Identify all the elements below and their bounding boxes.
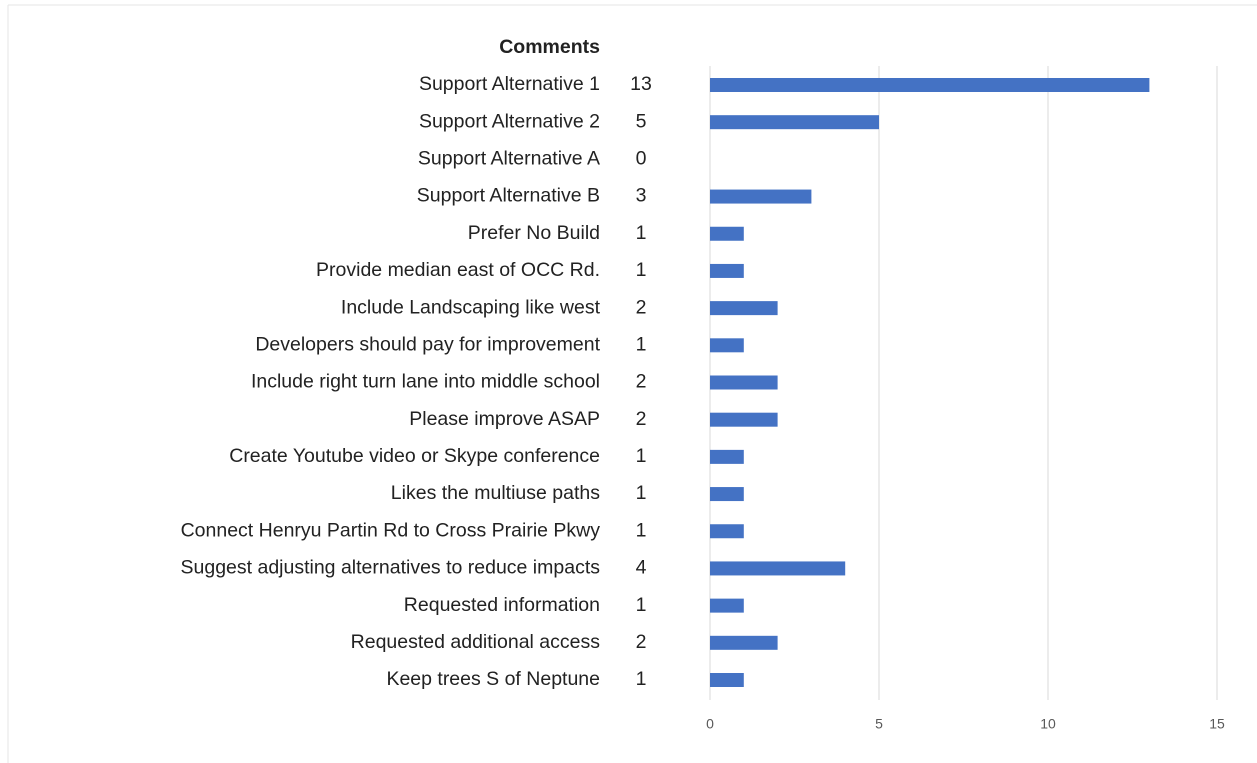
bar <box>710 226 744 241</box>
category-label: Suggest adjusting alternatives to reduce… <box>181 557 601 579</box>
count-label: 1 <box>636 668 647 690</box>
bar <box>710 301 778 316</box>
bar <box>710 189 812 204</box>
bar <box>710 412 778 427</box>
category-label: Likes the multiuse paths <box>391 482 600 504</box>
category-label: Please improve ASAP <box>409 408 600 430</box>
x-tick-label: 5 <box>875 716 883 732</box>
category-label: Support Alternative 1 <box>419 73 600 95</box>
bar <box>710 561 846 576</box>
bar <box>710 449 744 464</box>
category-label: Support Alternative B <box>417 185 600 207</box>
bar <box>710 524 744 539</box>
category-label: Support Alternative A <box>418 148 600 170</box>
column-header: Comments <box>499 36 600 58</box>
category-label: Connect Henryu Partin Rd to Cross Prairi… <box>181 519 601 541</box>
category-label: Provide median east of OCC Rd. <box>316 259 600 281</box>
count-label: 1 <box>636 222 647 244</box>
count-label: 2 <box>636 631 647 653</box>
category-label: Requested information <box>404 594 600 616</box>
x-tick-label: 15 <box>1209 716 1225 732</box>
count-label: 1 <box>636 482 647 504</box>
count-label: 1 <box>636 594 647 616</box>
count-label: 1 <box>636 333 647 355</box>
category-label: Keep trees S of Neptune <box>386 668 600 690</box>
category-label: Include Landscaping like west <box>341 296 601 318</box>
category-label: Developers should pay for improvement <box>255 333 600 355</box>
category-label: Create Youtube video or Skype conference <box>229 445 600 467</box>
count-label: 1 <box>636 519 647 541</box>
count-label: 0 <box>636 148 647 170</box>
x-tick-label: 10 <box>1040 716 1056 732</box>
bar <box>710 635 778 650</box>
count-label: 3 <box>636 185 647 207</box>
bar <box>710 375 778 390</box>
bar <box>710 673 744 687</box>
category-label: Support Alternative 2 <box>419 110 600 132</box>
count-label: 2 <box>636 408 647 430</box>
bar <box>710 115 879 130</box>
count-label: 1 <box>636 445 647 467</box>
x-tick-label: 0 <box>706 716 714 732</box>
category-label: Include right turn lane into middle scho… <box>251 371 600 393</box>
count-label: 1 <box>636 259 647 281</box>
count-label: 2 <box>636 296 647 318</box>
count-label: 2 <box>636 371 647 393</box>
bar <box>710 598 744 613</box>
category-label: Prefer No Build <box>468 222 600 244</box>
bar <box>710 263 744 278</box>
count-label: 13 <box>630 73 652 95</box>
bar <box>710 338 744 353</box>
category-label: Requested additional access <box>351 631 601 653</box>
count-label: 5 <box>636 110 647 132</box>
count-label: 4 <box>636 557 647 579</box>
bar <box>710 487 744 502</box>
bar <box>710 78 1150 92</box>
